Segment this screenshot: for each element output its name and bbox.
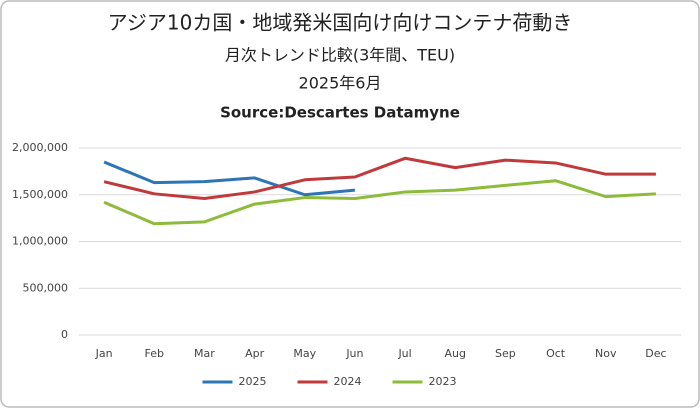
x-tick-label: Jan — [95, 347, 113, 360]
legend-label: 2025 — [239, 375, 267, 388]
y-tick-label: 1,000,000 — [12, 235, 68, 248]
x-tick-label: Sep — [495, 347, 516, 360]
x-tick-label: Oct — [546, 347, 566, 360]
legend-label: 2024 — [334, 375, 362, 388]
x-tick-label: Apr — [245, 347, 265, 360]
x-tick-label: Dec — [645, 347, 666, 360]
x-tick-label: Jul — [397, 347, 411, 360]
x-tick-label: Aug — [445, 347, 466, 360]
x-tick-label: Jun — [345, 347, 363, 360]
x-tick-label: Nov — [595, 347, 617, 360]
series-line — [103, 156, 656, 200]
y-tick-label: 0 — [61, 328, 68, 341]
x-tick-label: Feb — [145, 347, 164, 360]
series-line — [103, 179, 657, 226]
chart-source: Source:Descartes Datamyne — [220, 104, 460, 122]
legend-label: 2023 — [429, 375, 457, 388]
y-tick-label: 2,000,000 — [12, 141, 68, 154]
series-line — [103, 160, 356, 197]
chart-title: アジア10カ国・地域発米国向け向けコンテナ荷動き — [108, 11, 573, 35]
y-tick-label: 500,000 — [23, 281, 69, 294]
x-tick-label: May — [293, 347, 316, 360]
chart-subtitle: 2025年6月 — [299, 74, 382, 93]
x-tick-label: Mar — [194, 347, 215, 360]
y-tick-label: 1,500,000 — [12, 188, 68, 201]
chart-subtitle: 月次トレンド比較(3年間、TEU) — [225, 46, 455, 65]
